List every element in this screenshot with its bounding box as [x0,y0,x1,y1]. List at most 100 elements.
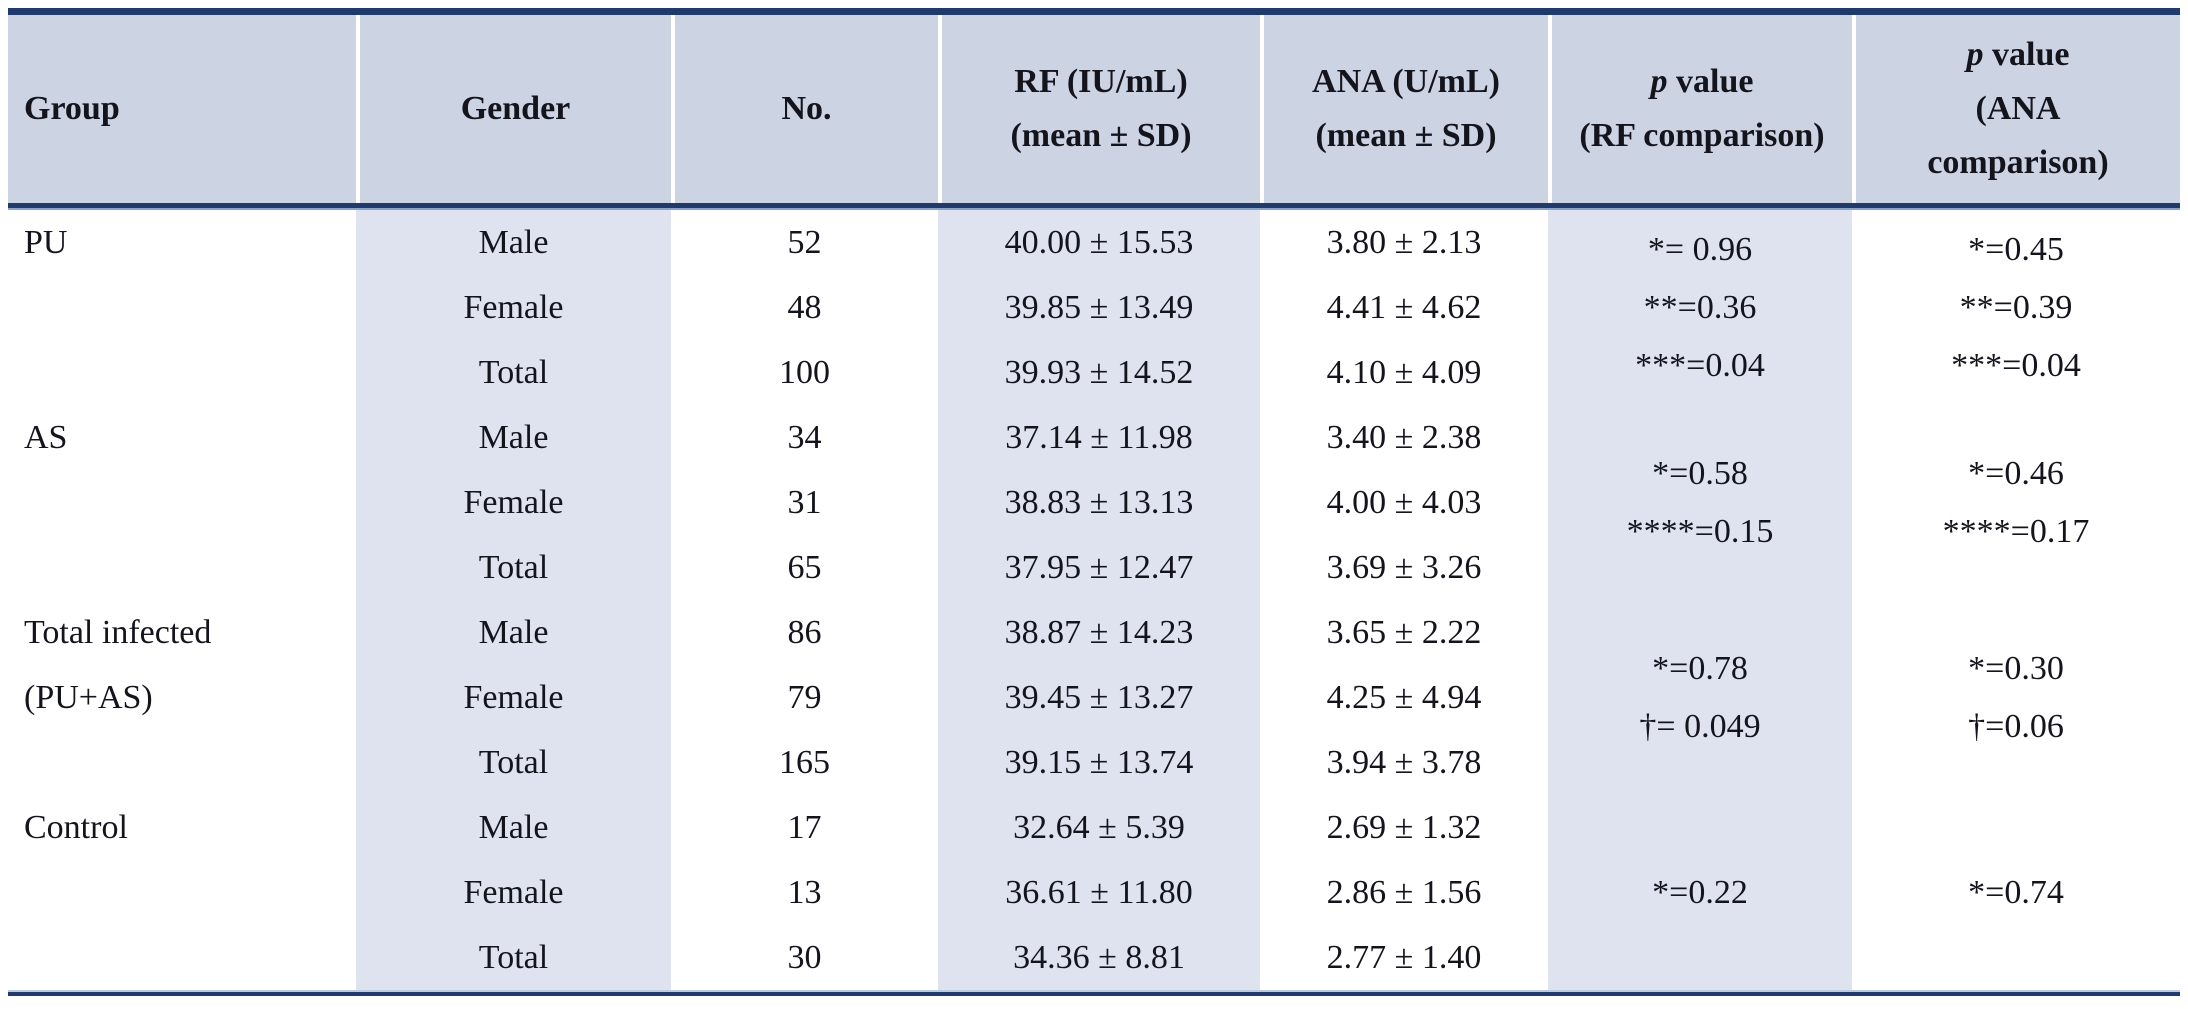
table-header: Group Gender No. RF (IU/mL) (mean ± SD) … [8,15,2180,203]
p-rf-cell-pu: *= 0.96 **=0.36 ***=0.04 [1548,210,1852,405]
rf-cell: 38.83 ± 13.13 [938,470,1260,535]
table-row: Total 165 39.15 ± 13.74 3.94 ± 3.78 [8,730,2180,795]
gender-cell: Total [356,925,671,990]
rf-cell: 39.85 ± 13.49 [938,275,1260,340]
table-row: Control Male 17 32.64 ± 5.39 2.69 ± 1.32… [8,795,2180,990]
ana-cell: 2.86 ± 1.56 [1260,860,1548,925]
rf-cell: 37.95 ± 12.47 [938,535,1260,600]
count-cell: 100 [671,340,938,405]
count-cell: 30 [671,925,938,990]
rf-cell: 39.15 ± 13.74 [938,730,1260,795]
group-label-total-infected: Total infected (PU+AS) [8,600,356,795]
count-cell: 31 [671,470,938,535]
count-cell: 165 [671,730,938,795]
header-group: Group [8,15,356,203]
p-value-line: ***=0.04 [1635,346,1765,384]
p-ana-cell-total-infected: *=0.30 †=0.06 [1852,600,2180,795]
count-cell: 79 [671,665,938,730]
results-table: Group Gender No. RF (IU/mL) (mean ± SD) … [8,8,2180,996]
gender-cell: Total [356,535,671,600]
header-divider-rule [8,203,2180,210]
group-label-as: AS [8,405,356,600]
table-top-rule [8,8,2180,15]
ana-cell: 4.10 ± 4.09 [1260,340,1548,405]
ana-cell: 4.41 ± 4.62 [1260,275,1548,340]
p-ana-cell-as: *=0.46 ****=0.17 [1852,405,2180,600]
header-ana: ANA (U/mL) (mean ± SD) [1260,15,1548,203]
gender-cell: Female [356,470,671,535]
group-label-pu: PU [8,210,356,405]
p-value-line: **=0.36 [1643,288,1757,326]
header-rf: RF (IU/mL) (mean ± SD) [938,15,1260,203]
count-cell: 65 [671,535,938,600]
ana-cell: 4.25 ± 4.94 [1260,665,1548,730]
table-row: Female 48 39.85 ± 13.49 4.41 ± 4.62 [8,275,2180,340]
table-row: Female 79 39.45 ± 13.27 4.25 ± 4.94 [8,665,2180,730]
p-value-line: *=0.58 [1652,454,1748,492]
p-value-line: *=0.22 [1652,873,1748,911]
rf-cell: 34.36 ± 8.81 [938,925,1260,990]
gender-cell: Male [356,210,671,275]
gender-cell: Female [356,860,671,925]
table-row: Total infected (PU+AS) Male 86 38.87 ± 1… [8,600,2180,795]
table-bottom-rule [8,990,2180,996]
count-cell: 13 [671,860,938,925]
gender-cell: Total [356,730,671,795]
table-row: Total 30 34.36 ± 8.81 2.77 ± 1.40 [8,925,2180,990]
p-value-line: †= 0.049 [1639,707,1761,745]
header-no: No. [671,15,938,203]
p-value-line: *=0.74 [1968,873,2064,911]
p-value-line: ****=0.15 [1626,512,1774,550]
p-value-line: **=0.39 [1959,288,2073,326]
rf-cell: 32.64 ± 5.39 [938,795,1260,860]
count-cell: 86 [671,600,938,665]
rf-cell: 37.14 ± 11.98 [938,405,1260,470]
ana-cell: 3.65 ± 2.22 [1260,600,1548,665]
p-value-line: *=0.45 [1968,230,2064,268]
header-gender: Gender [356,15,671,203]
rf-cell: 40.00 ± 15.53 [938,210,1260,275]
gender-cell: Total [356,340,671,405]
ana-cell: 3.80 ± 2.13 [1260,210,1548,275]
table-row: PU Male 52 40.00 ± 15.53 3.80 ± 2.13 *= … [8,210,2180,405]
gender-cell: Female [356,665,671,730]
table-row: AS Male 34 37.14 ± 11.98 3.40 ± 2.38 *=0… [8,405,2180,600]
p-value-line: ****=0.17 [1942,512,2090,550]
table-row: Female 31 38.83 ± 13.13 4.00 ± 4.03 [8,470,2180,535]
table-body: PU Male 52 40.00 ± 15.53 3.80 ± 2.13 *= … [8,210,2180,990]
gender-cell: Male [356,405,671,470]
p-value-line: *=0.30 [1968,649,2064,687]
p-ana-cell-control: *=0.74 [1852,795,2180,990]
p-ana-cell-pu: *=0.45 **=0.39 ***=0.04 [1852,210,2180,405]
gender-cell: Male [356,795,671,860]
ana-cell: 2.77 ± 1.40 [1260,925,1548,990]
ana-cell: 3.69 ± 3.26 [1260,535,1548,600]
count-cell: 52 [671,210,938,275]
rf-cell: 39.45 ± 13.27 [938,665,1260,730]
table-row: Total 100 39.93 ± 14.52 4.10 ± 4.09 [8,340,2180,405]
count-cell: 17 [671,795,938,860]
p-rf-cell-control: *=0.22 [1548,795,1852,990]
header-row: Group Gender No. RF (IU/mL) (mean ± SD) … [8,15,2180,203]
rf-cell: 39.93 ± 14.52 [938,340,1260,405]
count-cell: 34 [671,405,938,470]
table-row: Total 65 37.95 ± 12.47 3.69 ± 3.26 [8,535,2180,600]
p-value-line: †=0.06 [1968,707,2064,745]
header-p-rf: p value (RF comparison) [1548,15,1852,203]
gender-cell: Male [356,600,671,665]
rf-cell: 36.61 ± 11.80 [938,860,1260,925]
gender-cell: Female [356,275,671,340]
group-label-control: Control [8,795,356,990]
p-value-line: *=0.46 [1968,454,2064,492]
ana-cell: 2.69 ± 1.32 [1260,795,1548,860]
p-rf-cell-as: *=0.58 ****=0.15 [1548,405,1852,600]
count-cell: 48 [671,275,938,340]
ana-cell: 4.00 ± 4.03 [1260,470,1548,535]
ana-cell: 3.94 ± 3.78 [1260,730,1548,795]
p-value-line: *= 0.96 [1647,230,1753,268]
ana-cell: 3.40 ± 2.38 [1260,405,1548,470]
p-value-line: ***=0.04 [1951,346,2081,384]
table-row: Female 13 36.61 ± 11.80 2.86 ± 1.56 [8,860,2180,925]
p-value-line: *=0.78 [1652,649,1748,687]
header-p-ana: p value (ANA comparison) [1852,15,2180,203]
